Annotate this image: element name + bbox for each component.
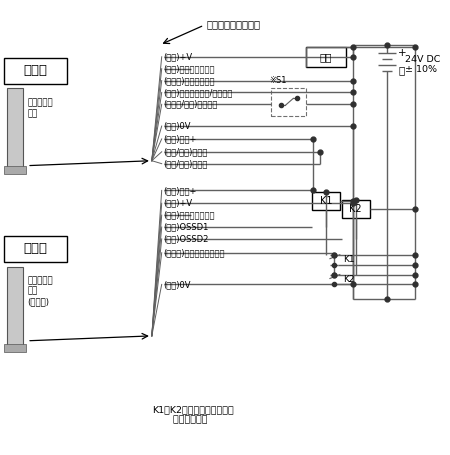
Text: K2: K2 <box>343 275 354 284</box>
Bar <box>4 344 26 352</box>
Text: 連接電線的導線顏色: 連接電線的導線顏色 <box>206 19 260 29</box>
Bar <box>7 267 23 346</box>
Bar <box>312 192 340 210</box>
Text: 電線顏色：
灰色: 電線顏色： 灰色 <box>27 99 53 118</box>
Text: 電線顏色：
灰色
(帶黑線): 電線顏色： 灰色 (帶黑線) <box>27 277 53 306</box>
Text: K2: K2 <box>349 204 362 214</box>
Text: (粉色)投光停止輸入/復位輸入: (粉色)投光停止輸入/復位輸入 <box>164 88 233 97</box>
Text: 投光器: 投光器 <box>23 64 47 77</box>
Text: K1: K1 <box>343 255 355 264</box>
Bar <box>4 236 67 262</box>
Text: 24V DC
± 10%: 24V DC ± 10% <box>405 55 441 74</box>
Text: (橙色)同步+: (橙色)同步+ <box>164 186 197 195</box>
Text: ※S1: ※S1 <box>270 76 287 86</box>
Text: +: + <box>398 48 407 58</box>
Text: K1、K2：強制導軌式繼電器
       或電磁接觸器: K1、K2：強制導軌式繼電器 或電磁接觸器 <box>152 405 234 425</box>
Text: －: － <box>398 66 405 76</box>
Text: (黃綠色)外部設備監控輸入: (黃綠色)外部設備監控輸入 <box>164 248 225 257</box>
Text: (淡紫色)互鎖設定輸入: (淡紫色)互鎖設定輸入 <box>164 76 215 85</box>
Text: (褐色)+V: (褐色)+V <box>164 52 193 61</box>
Text: (藍色)0V: (藍色)0V <box>164 121 191 131</box>
Text: (黃綠色/黑色)輔助輸出: (黃綠色/黑色)輔助輸出 <box>164 100 218 109</box>
Text: (褐色)+V: (褐色)+V <box>164 199 193 208</box>
Text: (橙色)同步+: (橙色)同步+ <box>164 134 197 143</box>
Text: 負載: 負載 <box>320 52 332 62</box>
Text: (屏蔽)輸出極性設定線: (屏蔽)輸出極性設定線 <box>164 64 215 73</box>
Bar <box>4 58 67 84</box>
Bar <box>270 88 306 116</box>
Bar <box>342 200 369 218</box>
Text: (白色)OSSD2: (白色)OSSD2 <box>164 234 209 243</box>
Bar <box>306 47 346 67</box>
Text: (藍色)0V: (藍色)0V <box>164 280 191 289</box>
Text: (橙色/黑色)同步－: (橙色/黑色)同步－ <box>164 159 208 168</box>
Bar <box>7 88 23 167</box>
Text: (屏蔽)輸出極性設定線: (屏蔽)輸出極性設定線 <box>164 211 215 220</box>
Text: K1: K1 <box>320 196 332 206</box>
Bar <box>4 166 26 173</box>
Text: (橙色/黑色)同步－: (橙色/黑色)同步－ <box>164 147 208 157</box>
Text: (黑色)OSSD1: (黑色)OSSD1 <box>164 222 209 232</box>
Text: 受光器: 受光器 <box>23 242 47 255</box>
